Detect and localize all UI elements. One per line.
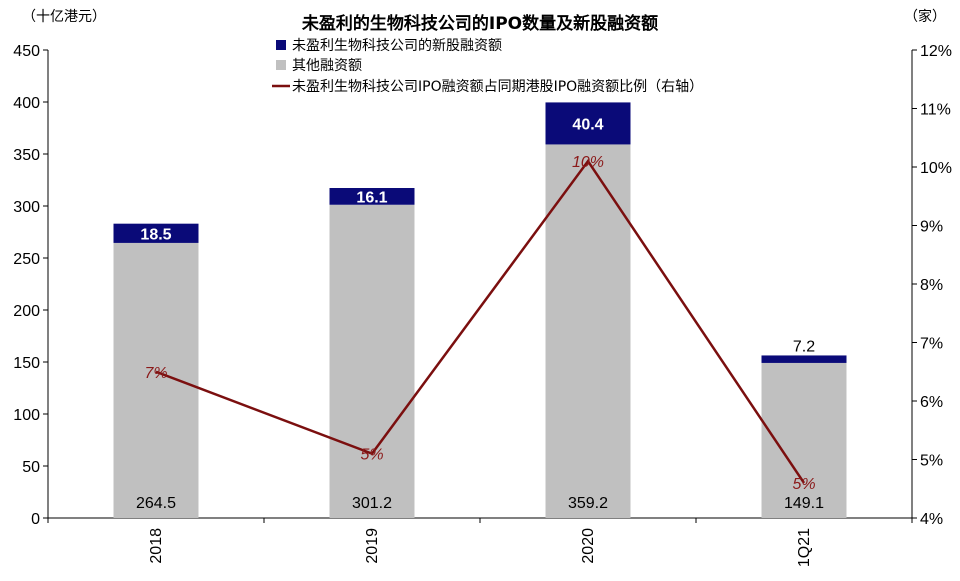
bars xyxy=(113,102,847,519)
bar-label-new-share: 16.1 xyxy=(356,189,387,206)
right-tick-label: 6% xyxy=(920,394,943,411)
right-tick-label: 9% xyxy=(920,219,943,236)
bar-label-other: 149.1 xyxy=(784,495,824,512)
left-tick-label: 50 xyxy=(22,459,40,476)
bar-label-new-share: 40.4 xyxy=(572,116,603,133)
right-tick-label: 8% xyxy=(920,277,943,294)
left-tick-label: 400 xyxy=(13,95,40,112)
left-tick-label: 150 xyxy=(13,355,40,372)
left-axis-unit: （十亿港元） xyxy=(22,9,106,25)
legend-swatch-new-share xyxy=(276,40,286,50)
left-tick-label: 450 xyxy=(13,43,40,60)
right-tick-label: 12% xyxy=(920,43,952,60)
x-tick-label: 2018 xyxy=(148,528,165,564)
bar-label-new-share: 18.5 xyxy=(140,226,171,243)
bar-other-financing xyxy=(113,242,199,519)
legend-label-new-share: 未盈利生物科技公司的新股融资额 xyxy=(292,38,502,54)
axes: 0 50 100 150 200 250 300 350 400 450 4% 5% 6% 7% 8% 9% 1… xyxy=(13,43,952,567)
legend-swatch-other xyxy=(276,60,286,70)
ratio-point-label: 5% xyxy=(792,476,815,493)
left-tick-label: 300 xyxy=(13,199,40,216)
legend: 未盈利生物科技公司的新股融资额 其他融资额 未盈利生物科技公司IPO融资额占同期… xyxy=(272,38,703,95)
bar-label-new-share: 7.2 xyxy=(793,338,815,355)
x-tick-label: 1Q21 xyxy=(796,528,813,567)
bar-new-share-financing xyxy=(329,188,415,205)
right-tick-label: 7% xyxy=(920,336,943,353)
bar-new-share-financing xyxy=(113,223,199,243)
bar-label-other: 301.2 xyxy=(352,495,392,512)
legend-label-ratio: 未盈利生物科技公司IPO融资额占同期港股IPO融资额比例（右轴） xyxy=(292,79,703,95)
bar-new-share-financing xyxy=(761,355,847,363)
right-tick-label: 10% xyxy=(920,160,952,177)
bar-other-financing xyxy=(545,144,631,518)
bar-label-other: 359.2 xyxy=(568,495,608,512)
right-tick-label: 5% xyxy=(920,453,943,470)
right-axis-unit: （家） xyxy=(904,8,946,25)
left-tick-label: 100 xyxy=(13,407,40,424)
legend-label-other: 其他融资额 xyxy=(292,58,362,74)
ratio-point-label: 10% xyxy=(572,154,604,171)
data-labels: 264.5 18.5 301.2 16.1 359.2 40.4 149.1 7.2 7% 5% 1… xyxy=(136,116,824,512)
ratio-point-label: 7% xyxy=(144,365,167,382)
bar-label-other: 264.5 xyxy=(136,495,176,512)
left-tick-label: 0 xyxy=(31,511,40,528)
left-tick-label: 250 xyxy=(13,251,40,268)
bar-new-share-financing xyxy=(545,102,631,145)
bar-other-financing xyxy=(329,204,415,518)
ratio-line xyxy=(155,158,806,484)
right-tick-label: 4% xyxy=(920,511,943,528)
ratio-line-series xyxy=(155,158,806,484)
chart-title: 未盈利的生物科技公司的IPO数量及新股融资额 xyxy=(301,13,658,34)
right-tick-label: 11% xyxy=(920,102,951,119)
ratio-point-label: 5% xyxy=(360,447,383,464)
left-tick-label: 200 xyxy=(13,303,40,320)
left-tick-label: 350 xyxy=(13,147,40,164)
x-tick-label: 2020 xyxy=(580,528,597,564)
x-tick-label: 2019 xyxy=(364,528,381,564)
